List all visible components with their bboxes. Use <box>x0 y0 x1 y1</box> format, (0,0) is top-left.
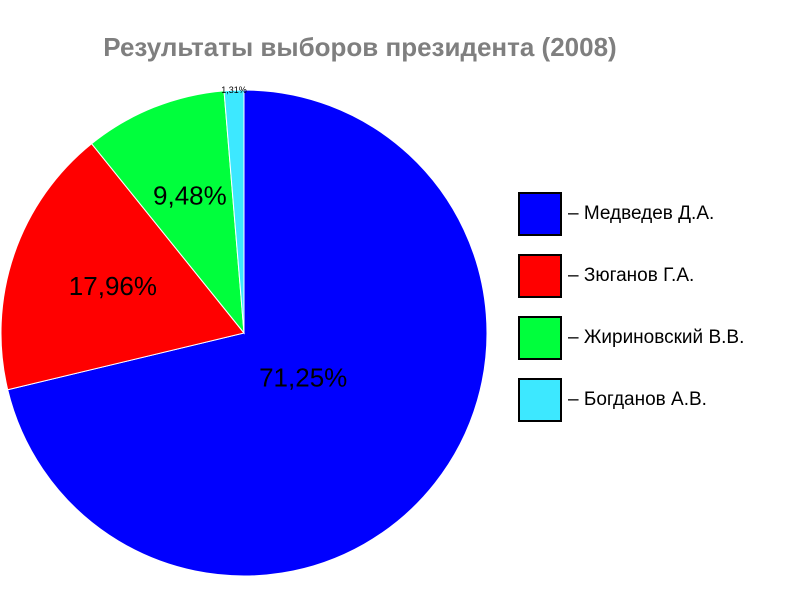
data-label-zhirinovsky: 9,48% <box>153 180 227 210</box>
legend-swatch-medvedev <box>518 192 562 236</box>
legend-swatch-zyuganov <box>518 254 562 298</box>
legend-item-bogdanov: – Богданов А.В. <box>518 376 707 424</box>
pie-slice-zhirinovsky <box>90 90 245 335</box>
pie-slice-medvedev <box>7 89 488 577</box>
data-label-medvedev: 71,25% <box>259 362 347 392</box>
pie-slice-bogdanov <box>223 89 245 334</box>
legend-label-zyuganov: – Зюганов Г.А. <box>568 265 695 286</box>
legend-item-zhirinovsky: – Жириновский В.В. <box>518 314 744 362</box>
chart-title: Результаты выборов президента (2008) <box>103 32 617 62</box>
legend-label-bogdanov: – Богданов А.В. <box>568 389 707 410</box>
pie-slice-zyuganov <box>0 143 245 391</box>
legend-label-medvedev: – Медведев Д.А. <box>568 203 715 224</box>
legend-swatch-zhirinovsky <box>518 316 562 360</box>
data-label-bogdanov: 1,31% <box>221 85 247 95</box>
legend-item-medvedev: – Медведев Д.А. <box>518 190 714 238</box>
data-label-zyuganov: 17,96% <box>69 271 157 301</box>
legend-item-zyuganov: – Зюганов Г.А. <box>518 252 694 300</box>
legend-label-zhirinovsky: – Жириновский В.В. <box>568 327 745 348</box>
legend-swatch-bogdanov <box>518 378 562 422</box>
